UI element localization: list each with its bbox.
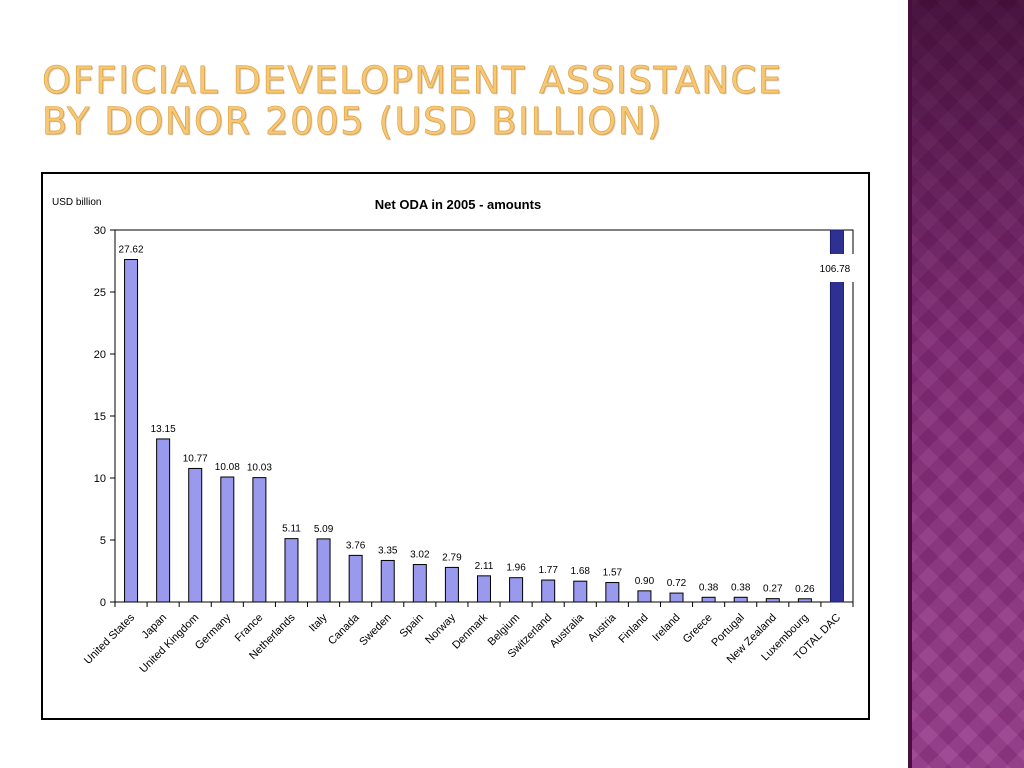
bar-greece bbox=[701, 596, 716, 603]
value-label: 3.02 bbox=[410, 550, 430, 561]
bar-ireland bbox=[669, 592, 684, 603]
side-panel-edge bbox=[908, 0, 912, 768]
x-category-label: United States bbox=[82, 611, 138, 667]
slide-title: OFFICIAL DEVELOPMENT ASSISTANCE BY DONOR… bbox=[42, 59, 892, 143]
bar-norway bbox=[444, 566, 459, 603]
value-label: 10.08 bbox=[215, 462, 240, 473]
bar-austria bbox=[605, 582, 620, 603]
value-label: 0.38 bbox=[699, 582, 719, 593]
y-tick-label: 5 bbox=[100, 535, 106, 547]
y-tick-label: 15 bbox=[94, 411, 106, 423]
value-label: 10.77 bbox=[183, 453, 208, 464]
value-label: 1.57 bbox=[603, 568, 623, 579]
y-tick-label: 10 bbox=[94, 473, 106, 485]
y-tick-label: 25 bbox=[94, 287, 106, 299]
x-category-label: Spain bbox=[398, 612, 426, 640]
bar-switzerland bbox=[541, 579, 556, 603]
value-label: 1.96 bbox=[506, 563, 526, 574]
bars-group bbox=[124, 229, 844, 603]
value-label: 0.38 bbox=[731, 582, 751, 593]
y-tick-label: 20 bbox=[94, 349, 106, 361]
bar-australia bbox=[573, 580, 588, 603]
slide-title-line-2: BY DONOR 2005 (USD BILLION) bbox=[42, 100, 663, 143]
value-label: 0.90 bbox=[635, 576, 655, 587]
value-label: 0.72 bbox=[667, 578, 687, 589]
x-category-label: Italy bbox=[307, 611, 330, 634]
x-category-label: Japan bbox=[140, 612, 170, 642]
x-category-label: Finland bbox=[617, 612, 651, 646]
x-category-label: Ireland bbox=[650, 612, 682, 644]
value-label: 5.09 bbox=[314, 524, 334, 535]
value-label: 0.26 bbox=[795, 584, 815, 595]
x-category-label: Denmark bbox=[450, 611, 490, 651]
value-label: 1.68 bbox=[571, 566, 591, 577]
bar-netherlands bbox=[284, 538, 299, 603]
x-category-label: Germany bbox=[193, 611, 234, 652]
value-labels-group: 27.62 13.15 10.77 10.08 10.03 5.11 5.09 3.76 3.3… bbox=[119, 245, 861, 595]
value-label-background bbox=[812, 254, 861, 282]
bar-japan bbox=[156, 438, 171, 603]
x-category-label: Canada bbox=[326, 611, 362, 647]
value-label: 3.35 bbox=[378, 545, 398, 556]
value-label: 5.11 bbox=[282, 524, 301, 535]
x-category-label: Austria bbox=[586, 611, 619, 644]
bar-total-dac bbox=[829, 229, 844, 603]
y-tick-label: 30 bbox=[94, 225, 106, 237]
x-category-label: Australia bbox=[548, 611, 587, 650]
value-label: 0.27 bbox=[763, 584, 783, 595]
y-axis-unit-label: USD billion bbox=[52, 197, 101, 208]
bar-new-zealand bbox=[765, 598, 780, 603]
bar-united-kingdom bbox=[188, 467, 203, 603]
bar-canada bbox=[348, 554, 363, 603]
decorative-side-panel bbox=[912, 0, 1024, 768]
value-label: 2.79 bbox=[442, 552, 462, 563]
value-label: 106.78 bbox=[820, 264, 851, 275]
bar-italy bbox=[316, 538, 331, 603]
bar-chart: Net ODA in 2005 - amounts USD billion 0 5… bbox=[52, 197, 861, 675]
value-label: 3.76 bbox=[346, 540, 366, 551]
bar-france bbox=[252, 477, 267, 603]
value-label: 13.15 bbox=[151, 424, 176, 435]
bar-germany bbox=[220, 476, 235, 603]
bar-united-states bbox=[124, 259, 139, 603]
y-axis: 0 5 10 15 20 25 30 bbox=[94, 225, 115, 609]
chart-frame: Net ODA in 2005 - amounts USD billion 0 5… bbox=[41, 172, 870, 720]
slide-title-line-1: OFFICIAL DEVELOPMENT ASSISTANCE bbox=[42, 59, 783, 102]
value-label: 2.11 bbox=[475, 561, 494, 572]
x-category-label: Sweden bbox=[357, 612, 394, 649]
bar-finland bbox=[637, 590, 652, 603]
bar-luxembourg bbox=[797, 598, 812, 603]
value-label: 27.62 bbox=[119, 245, 144, 256]
bar-sweden bbox=[380, 559, 395, 603]
bar-spain bbox=[412, 564, 427, 603]
chart-title: Net ODA in 2005 - amounts bbox=[375, 197, 541, 212]
value-label: 1.77 bbox=[538, 565, 558, 576]
value-label: 10.03 bbox=[247, 463, 272, 474]
y-tick-label: 0 bbox=[100, 597, 106, 609]
bar-belgium bbox=[509, 577, 524, 603]
bar-denmark bbox=[477, 575, 491, 603]
bar-portugal bbox=[733, 596, 748, 603]
